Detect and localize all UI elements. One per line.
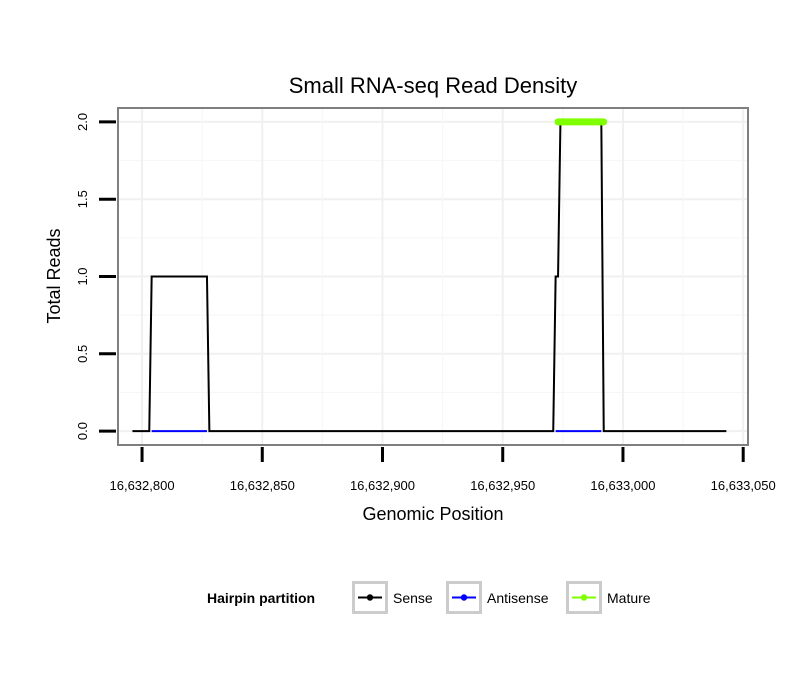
plot-panel-border (117, 107, 749, 446)
grid-lines (118, 108, 748, 445)
y-tick-label: 0.5 (75, 345, 90, 363)
legend-title: Hairpin partition (207, 590, 315, 606)
x-axis-title: Genomic Position (362, 504, 503, 524)
legend-key-dot (366, 594, 374, 601)
y-tick-label: 2.0 (75, 113, 90, 131)
data-series (132, 118, 727, 433)
x-tick-label: 16,633,050 (711, 478, 776, 493)
x-tick-label: 16,632,900 (350, 478, 415, 493)
legend: Hairpin partition Sense Antisense Mature (207, 581, 651, 614)
series-line-sense (132, 120, 727, 433)
x-tick-label: 16,632,950 (470, 478, 535, 493)
legend-label-antisense: Antisense (487, 590, 549, 606)
y-tick-label: 0.0 (75, 422, 90, 440)
x-axis: 16,632,800 16,632,850 16,632,900 16,632,950… (110, 447, 776, 493)
legend-key-dot (580, 594, 588, 601)
x-tick-label: 16,632,850 (230, 478, 295, 493)
legend-label-sense: Sense (393, 590, 433, 606)
x-tick-label: 16,633,000 (590, 478, 655, 493)
y-axis-title: Total Reads (44, 228, 64, 323)
y-tick-label: 1.5 (75, 190, 90, 208)
legend-key-dot (460, 594, 468, 601)
y-tick-label: 1.0 (75, 267, 90, 285)
x-tick-label: 16,632,800 (110, 478, 175, 493)
legend-items: Sense Antisense Mature (352, 581, 651, 614)
legend-label-mature: Mature (607, 590, 651, 606)
y-axis: 0.0 0.5 1.0 1.5 2.0 (75, 113, 116, 440)
chart-title: Small RNA-seq Read Density (289, 73, 578, 98)
